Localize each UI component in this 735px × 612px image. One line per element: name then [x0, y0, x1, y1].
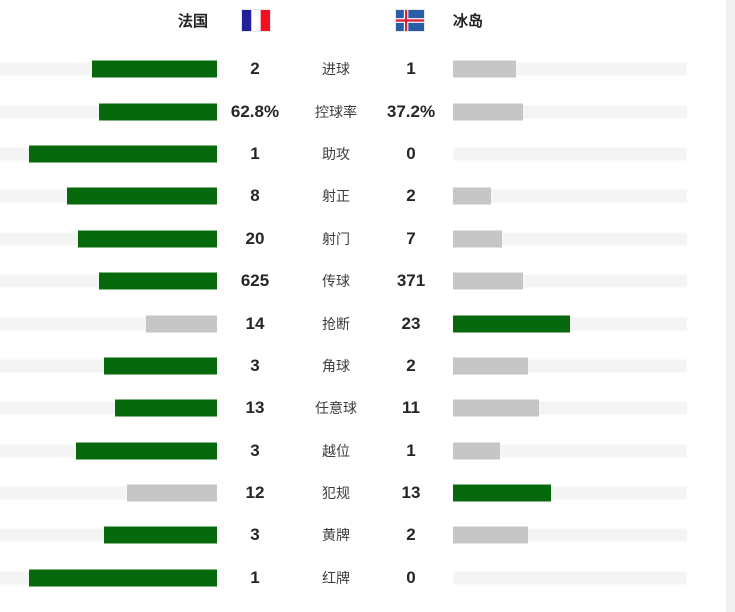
- away-value: 1: [406, 440, 416, 460]
- home-value: 625: [240, 271, 270, 291]
- stat-label: 助攻: [322, 145, 350, 162]
- away-bar: [453, 60, 516, 78]
- stat-label: 黄牌: [322, 527, 350, 544]
- stat-row: 20 射门 7: [0, 218, 735, 260]
- home-value: 20: [245, 228, 265, 248]
- home-value: 8: [250, 186, 260, 206]
- away-value: 0: [406, 567, 416, 587]
- away-value: 2: [406, 186, 416, 206]
- away-value: 1: [406, 59, 416, 79]
- home-bar: [146, 315, 217, 333]
- home-bar: [67, 187, 217, 205]
- home-bar: [104, 526, 217, 544]
- away-value: 371: [396, 271, 426, 291]
- stat-label: 进球: [322, 61, 350, 78]
- away-bar: [453, 230, 502, 248]
- away-bar: [453, 399, 539, 417]
- stat-row: 62.8% 控球率 37.2%: [0, 90, 735, 132]
- away-bar-track: [453, 147, 687, 161]
- stat-label: 红牌: [322, 569, 350, 586]
- stat-row: 1 红牌 0: [0, 557, 735, 599]
- stat-row: 625 传球 371: [0, 260, 735, 302]
- away-bar: [453, 484, 551, 502]
- home-bar: [92, 60, 217, 78]
- home-value: 1: [250, 567, 260, 587]
- iceland-flag-icon: [396, 10, 424, 31]
- home-value: 3: [250, 525, 260, 545]
- away-value: 0: [406, 143, 416, 163]
- stat-row: 8 射正 2: [0, 175, 735, 217]
- away-bar: [453, 272, 523, 290]
- stat-label: 抢断: [322, 315, 350, 332]
- away-value: 2: [406, 525, 416, 545]
- home-bar: [76, 442, 217, 460]
- away-bar: [453, 357, 528, 375]
- stat-row: 13 任意球 11: [0, 387, 735, 429]
- away-bar-track: [453, 189, 687, 203]
- stat-row: 3 越位 1: [0, 430, 735, 472]
- stat-label: 射门: [322, 230, 350, 247]
- home-value: 3: [250, 440, 260, 460]
- stat-row: 14 抢断 23: [0, 302, 735, 344]
- stat-label: 越位: [322, 442, 350, 459]
- home-value: 12: [245, 483, 265, 503]
- away-bar: [453, 526, 528, 544]
- stat-row: 2 进球 1: [0, 48, 735, 90]
- home-bar: [78, 230, 217, 248]
- away-value: 7: [406, 228, 416, 248]
- stat-label: 犯规: [322, 485, 350, 502]
- away-team-name: 冰岛: [453, 13, 484, 30]
- home-value: 14: [245, 313, 265, 333]
- stat-label: 任意球: [315, 400, 357, 417]
- away-bar: [453, 442, 500, 460]
- stat-label: 控球率: [315, 103, 357, 120]
- stats-list: 2 进球 1 62.8% 控球率 37.2% 1 助攻 0 8 射正 2 20: [0, 48, 735, 599]
- home-bar: [104, 357, 217, 375]
- teams-header: 法国 冰岛: [0, 0, 735, 48]
- away-bar-track: [453, 571, 687, 585]
- home-value: 2: [250, 59, 260, 79]
- stat-label: 角球: [322, 357, 350, 374]
- home-value: 13: [245, 398, 265, 418]
- home-value: 1: [250, 143, 260, 163]
- scrollbar-track[interactable]: [726, 0, 735, 612]
- stat-row: 1 助攻 0: [0, 133, 735, 175]
- stat-row: 3 黄牌 2: [0, 514, 735, 556]
- home-bar: [115, 399, 217, 417]
- stat-label: 射正: [322, 188, 350, 205]
- away-value: 23: [401, 313, 421, 333]
- stat-row: 3 角球 2: [0, 345, 735, 387]
- home-value: 3: [250, 355, 260, 375]
- away-value: 13: [401, 483, 421, 503]
- away-bar: [453, 315, 570, 333]
- away-bar-track: [453, 232, 687, 246]
- away-bar: [453, 187, 491, 205]
- home-bar: [99, 272, 217, 290]
- home-value: 62.8%: [230, 101, 280, 121]
- home-bar: [29, 569, 217, 587]
- away-bar: [453, 103, 523, 121]
- home-team-name: 法国: [177, 13, 208, 30]
- home-bar: [99, 103, 217, 121]
- france-flag-icon: [242, 10, 270, 31]
- stat-row: 12 犯规 13: [0, 472, 735, 514]
- away-value: 2: [406, 355, 416, 375]
- home-bar: [127, 484, 217, 502]
- stat-label: 传球: [322, 273, 350, 290]
- away-value: 37.2%: [386, 101, 436, 121]
- home-bar: [29, 145, 217, 163]
- away-value: 11: [402, 398, 420, 418]
- away-bar-track: [453, 444, 687, 458]
